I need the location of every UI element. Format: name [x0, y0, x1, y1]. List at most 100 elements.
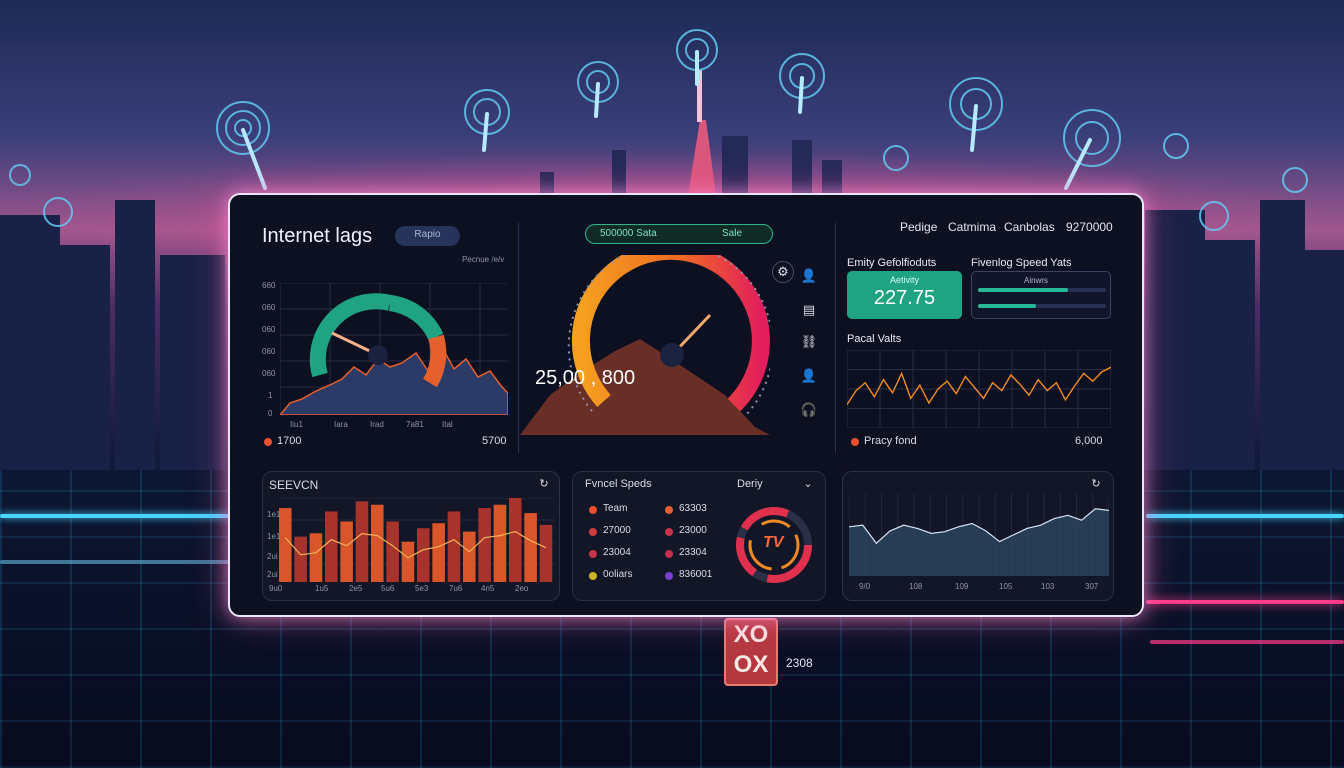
- x-tick: 4n5: [481, 584, 495, 593]
- headset-icon[interactable]: 🎧: [800, 402, 818, 417]
- bar: [478, 508, 491, 582]
- chart-caption: Pecnue /e/v: [462, 255, 505, 264]
- bar: [386, 521, 399, 582]
- light-trail: [1150, 640, 1344, 644]
- bar: [493, 504, 507, 582]
- y-tick: 0: [268, 409, 273, 418]
- y-tick: 060: [262, 303, 276, 312]
- legend-dot: [589, 506, 597, 514]
- speed-bar-fill: [978, 304, 1036, 308]
- x-tick: 307: [1085, 582, 1099, 591]
- x-tick: 2eo: [515, 584, 529, 593]
- y-tick: 060: [262, 325, 276, 334]
- legend-dot: [589, 572, 597, 580]
- device-icon[interactable]: ▤: [802, 302, 816, 317]
- y-tick: 660: [262, 281, 276, 290]
- speed-readout: 25,00 , 800: [535, 367, 636, 389]
- bar: [325, 511, 338, 582]
- legend-dot: [665, 550, 673, 558]
- footer-label: Pracy fond: [864, 435, 917, 447]
- x-tick: Irad: [370, 420, 384, 429]
- area-fill: [849, 508, 1109, 576]
- legend-dot: [264, 438, 272, 446]
- legend-item: 63303: [679, 503, 707, 514]
- x-tick: Ital: [442, 420, 453, 429]
- bar: [309, 533, 323, 582]
- refresh-icon[interactable]: ↻: [1091, 477, 1101, 490]
- bar-chart-card: SEEVCN ↻ 9u0 1u5 2e5 5u6 5e3 7u6 4n5 2eo…: [262, 471, 560, 601]
- speed-bar-fill: [978, 288, 1068, 292]
- legend-item: 0oliars: [603, 569, 633, 580]
- x-tick: 9/0: [859, 582, 871, 591]
- dashboard-panel: Internet lags Rapio 500000 Sata Sale Ped…: [228, 193, 1144, 617]
- chevron-down-icon[interactable]: ⌄: [803, 477, 813, 490]
- bar: [447, 511, 461, 582]
- toggle-option-right[interactable]: Sale: [722, 228, 743, 239]
- legend-item: 23000: [679, 525, 707, 536]
- legend-dot: [665, 528, 673, 536]
- speed-toggle[interactable]: 500000 Sata Sale: [585, 224, 773, 244]
- toggle-option-left[interactable]: 500000 Sata: [600, 228, 657, 239]
- nav-item-pedige[interactable]: Pedige: [900, 220, 938, 234]
- line-chart: [847, 350, 1111, 428]
- legend-item: 836001: [679, 569, 713, 580]
- y-tick: 1: [268, 391, 273, 400]
- link-icon[interactable]: ⛓: [800, 334, 818, 349]
- legend-dot: [665, 506, 673, 514]
- legend-item: Team: [603, 503, 628, 514]
- area-chart-card: ↻ 9/0 108 109 105 103 307: [842, 471, 1114, 601]
- light-trail: [0, 514, 230, 518]
- speed-heading: Fivenlog Speed Yats: [971, 257, 1072, 269]
- speed-bar-track: [978, 304, 1106, 308]
- x-tick: 5e3: [415, 584, 429, 593]
- kpi-card: Aetivity 227.75: [847, 271, 962, 319]
- legend-dot: [851, 438, 859, 446]
- speed-box: Ainwrs: [971, 271, 1111, 319]
- bar: [279, 508, 292, 582]
- x-tick: 2e5: [349, 584, 363, 593]
- kpi-heading: Emity Gefolfioduts: [847, 257, 937, 269]
- x-tick: 108: [909, 582, 923, 591]
- person-icon[interactable]: 👤: [800, 368, 818, 383]
- x-tick: Iara: [334, 420, 348, 429]
- legend-item: 23004: [603, 547, 631, 558]
- x-tick: 1u5: [315, 584, 329, 593]
- x-tick: 103: [1041, 582, 1055, 591]
- settings-icon[interactable]: ⚙: [772, 261, 794, 283]
- speed-legend-card: Fvncel Speds Deriy ⌄ Team 63303 27000 23…: [572, 471, 826, 601]
- bar: [524, 513, 537, 582]
- refresh-icon[interactable]: ↻: [539, 477, 549, 490]
- bar: [294, 536, 307, 582]
- y-tick: 1e1: [267, 510, 281, 519]
- light-trail: [1146, 514, 1344, 518]
- series-line: [849, 508, 1109, 545]
- user-icon[interactable]: 👤: [800, 268, 818, 283]
- bar: [417, 528, 430, 582]
- x-tick: Iiu1: [290, 420, 303, 429]
- ring-label: TV: [763, 534, 784, 551]
- bar: [463, 531, 476, 582]
- speed-box-label: Ainwrs: [1024, 276, 1049, 285]
- y-tick: 1e1: [267, 532, 281, 541]
- donut-ring: [736, 507, 812, 583]
- x-tick: 109: [955, 582, 969, 591]
- nav-item-canbolas[interactable]: Canbolas: [1004, 220, 1055, 234]
- bar-chart-title: SEEVCN: [269, 478, 319, 492]
- nav-item-catmima[interactable]: Catmima: [948, 220, 997, 234]
- status-pill[interactable]: Rapio: [395, 226, 460, 246]
- billboard-number: 2308: [786, 656, 813, 670]
- legend-title: Fvncel Speds: [585, 478, 652, 490]
- legend-dot: [589, 550, 597, 558]
- y-tick: 060: [262, 347, 276, 356]
- bar: [432, 523, 445, 582]
- x-tick: 5u6: [381, 584, 395, 593]
- x-tick: 7a81: [406, 420, 424, 429]
- x-tick: 9u0: [269, 584, 283, 593]
- series-line: [847, 366, 1111, 405]
- legend-item: 27000: [603, 525, 631, 536]
- legend-dot: [589, 528, 597, 536]
- trend-line: [284, 530, 547, 559]
- bar: [539, 524, 553, 582]
- speed-bar-track: [978, 288, 1106, 292]
